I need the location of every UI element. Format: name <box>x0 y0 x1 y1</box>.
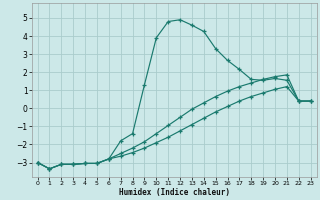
X-axis label: Humidex (Indice chaleur): Humidex (Indice chaleur) <box>119 188 230 197</box>
